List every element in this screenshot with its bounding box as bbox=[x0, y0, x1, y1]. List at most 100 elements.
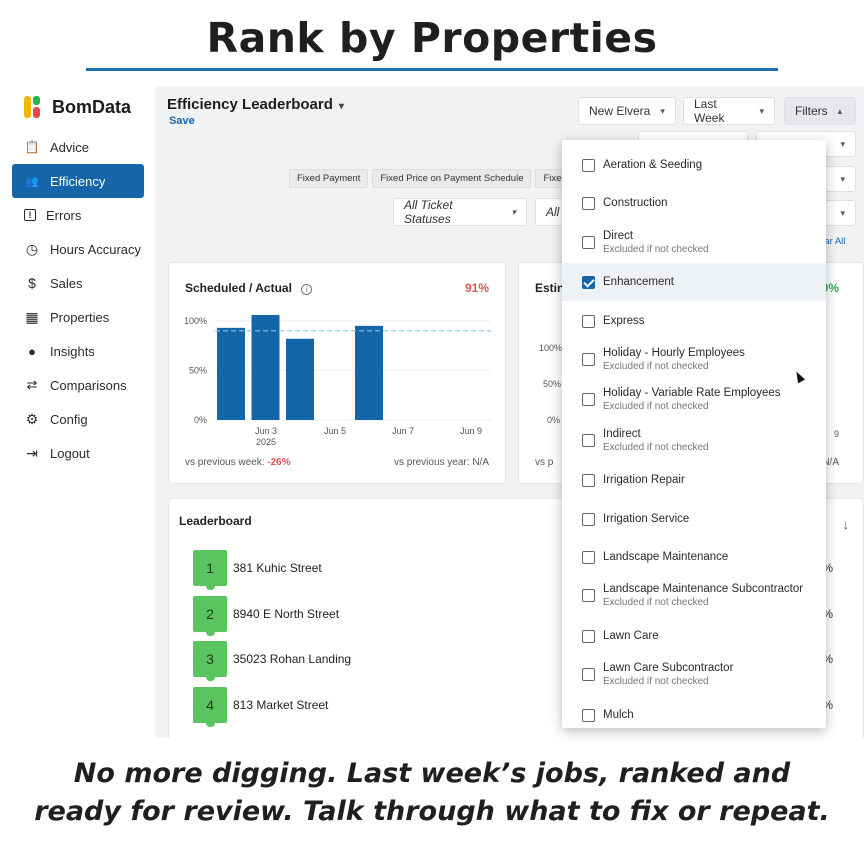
filter-checkbox[interactable] bbox=[582, 629, 595, 643]
promo-caption: No more digging. Last week’s jobs, ranke… bbox=[0, 755, 864, 831]
y-tick-label: 100% bbox=[184, 316, 207, 326]
sidebar-item-properties[interactable]: ▦ Properties bbox=[12, 300, 144, 334]
property-name: 35023 Rohan Landing bbox=[233, 652, 352, 666]
lightbulb-icon: ● bbox=[28, 343, 36, 359]
sidebar-item-label: Advice bbox=[50, 139, 90, 155]
filter-option-text: Aeration & Seeding bbox=[603, 158, 702, 172]
filter-checkbox[interactable] bbox=[582, 393, 595, 407]
sidebar-item-label: Logout bbox=[50, 445, 90, 461]
filter-checkbox[interactable] bbox=[582, 512, 595, 526]
badge-tab-icon bbox=[206, 584, 215, 590]
chevron-down-icon: ▾ bbox=[840, 207, 845, 218]
property-name: 381 Kuhic Street bbox=[233, 561, 322, 575]
payment-chip[interactable]: Fixed Price on Payment Schedule bbox=[372, 169, 532, 188]
filter-checkbox[interactable] bbox=[582, 235, 595, 249]
filter-option[interactable]: Indirect Excluded if not checked bbox=[562, 421, 826, 461]
brand[interactable]: BomData bbox=[24, 96, 131, 118]
period-select-value: Last Week bbox=[694, 97, 725, 125]
rank-badge: 1 bbox=[193, 550, 227, 590]
rank-number: 3 bbox=[206, 651, 214, 667]
leaderboard-title: Leaderboard bbox=[179, 514, 252, 528]
ticket-status-value: All Ticket Statuses bbox=[404, 198, 453, 226]
scheduled-actual-chart: 100% 50% 0% Jun 3 Jun 5 Jun 7 Jun 9 2025 bbox=[184, 314, 491, 447]
filter-checkbox[interactable] bbox=[582, 433, 595, 447]
period-select[interactable]: Last Week ▾ bbox=[683, 97, 775, 125]
filter-checkbox[interactable] bbox=[582, 159, 595, 172]
filter-checkbox[interactable] bbox=[582, 314, 595, 328]
filters-dropdown: Aeration & Seeding Construction Direct Excl… bbox=[562, 140, 826, 728]
branch-select[interactable]: New Elvera ▾ bbox=[578, 97, 676, 125]
page-title-text: Efficiency Leaderboard bbox=[167, 96, 333, 113]
payment-chip[interactable]: Fixed Payment bbox=[289, 169, 369, 188]
filter-checkbox[interactable] bbox=[582, 708, 595, 722]
scheduled-actual-card: Scheduled / Actual i 91% 100% 50% 0% Jun 3 J… bbox=[168, 262, 506, 484]
filter-option[interactable]: Irrigation Service bbox=[562, 500, 826, 538]
filter-option[interactable]: Direct Excluded if not checked bbox=[562, 223, 826, 263]
logo-block-green bbox=[33, 96, 40, 105]
filter-option-text: Indirect Excluded if not checked bbox=[603, 427, 709, 454]
filter-checkbox[interactable] bbox=[582, 668, 595, 682]
filter-option[interactable]: Lawn Care bbox=[562, 617, 826, 655]
filter-option[interactable]: Express bbox=[562, 302, 826, 340]
filter-option[interactable]: Aeration & Seeding bbox=[562, 146, 826, 184]
rank-badge: 2 bbox=[193, 595, 227, 636]
filter-option-label: Lawn Care bbox=[603, 629, 659, 642]
bar-jun-4 bbox=[251, 314, 280, 420]
filter-checkbox[interactable] bbox=[582, 276, 595, 290]
filter-option-text: Holiday - Variable Rate Employees Exclude… bbox=[603, 386, 780, 413]
sidebar-item-sales[interactable]: $ Sales bbox=[12, 266, 144, 300]
filter-option[interactable]: Landscape Maintenance Subcontractor Exclu… bbox=[562, 576, 826, 616]
filter-checkbox[interactable] bbox=[582, 474, 595, 488]
chevron-down-icon: ▾ bbox=[840, 173, 845, 184]
efficiency-badge: 91% bbox=[464, 281, 489, 295]
sidebar-item-config[interactable]: ⚙ Config bbox=[12, 402, 144, 436]
filter-option[interactable]: Lawn Care Subcontractor Excluded if not c… bbox=[562, 655, 826, 695]
filter-option-note: Excluded if not checked bbox=[603, 676, 709, 688]
sidebar-item-logout[interactable]: ⇥ Logout bbox=[12, 436, 144, 470]
vs-previous-week-label: vs previous week: bbox=[185, 457, 265, 468]
filter-option[interactable]: Holiday - Variable Rate Employees Exclude… bbox=[562, 380, 826, 420]
brand-logo-icon bbox=[24, 96, 42, 118]
filter-option[interactable]: Landscape Maintenance bbox=[562, 538, 826, 576]
filter-checkbox[interactable] bbox=[582, 589, 595, 603]
filter-option-label: Express bbox=[603, 314, 645, 327]
bar-jun-5 bbox=[286, 338, 314, 420]
logo-block-red bbox=[33, 107, 40, 118]
chart-title-text: Scheduled / Actual bbox=[185, 281, 292, 295]
brand-name: BomData bbox=[52, 96, 132, 117]
badge-tab-icon bbox=[206, 720, 215, 727]
sidebar-item-hours-accuracy[interactable]: ◷ Hours Accuracy bbox=[12, 232, 144, 266]
sidebar-item-insights[interactable]: ● Insights bbox=[12, 334, 144, 368]
sidebar-item-advice[interactable]: 📋 Advice bbox=[12, 130, 144, 164]
filter-option-label: Irrigation Repair bbox=[603, 474, 685, 487]
rank-badge: 4 bbox=[193, 686, 227, 727]
logo-block-yellow bbox=[24, 96, 31, 118]
filter-option[interactable]: Mulch bbox=[562, 696, 826, 728]
filter-option-note: Excluded if not checked bbox=[603, 243, 709, 255]
filter-option-label: Enhancement bbox=[603, 276, 674, 289]
badge-tab-icon bbox=[206, 629, 215, 636]
year-all-link[interactable]: ear All bbox=[819, 236, 846, 247]
filters-button[interactable]: Filters ▴ bbox=[784, 97, 856, 125]
sort-arrow-icon[interactable]: ↓ bbox=[842, 517, 850, 532]
ticket-status-select[interactable]: All Ticket Statuses ▾ bbox=[393, 198, 527, 226]
rank-number: 1 bbox=[206, 560, 214, 576]
save-link[interactable]: Save bbox=[169, 115, 195, 127]
filter-checkbox[interactable] bbox=[582, 551, 595, 564]
x-tick-label: Jun 3 bbox=[255, 426, 277, 436]
filter-option-label: Holiday - Hourly Employees bbox=[603, 347, 745, 359]
filter-option-label: Landscape Maintenance Subcontractor bbox=[603, 583, 804, 596]
page-title[interactable]: Efficiency Leaderboard ▾ bbox=[167, 96, 344, 113]
sidebar-item-efficiency[interactable]: 👥 Efficiency bbox=[12, 164, 144, 198]
filter-option[interactable]: Construction bbox=[562, 184, 826, 222]
filter-option[interactable]: Holiday - Hourly Employees Excluded if no… bbox=[562, 340, 826, 380]
filter-checkbox[interactable] bbox=[582, 353, 595, 366]
sidebar-item-comparisons[interactable]: ⇄ Comparisons bbox=[12, 368, 144, 402]
filter-option[interactable]: Enhancement bbox=[562, 263, 826, 302]
filter-option[interactable]: Irrigation Repair bbox=[562, 461, 826, 499]
sidebar-item-errors[interactable]: ! Errors bbox=[12, 198, 144, 232]
info-icon[interactable]: i bbox=[301, 284, 313, 295]
filter-checkbox[interactable] bbox=[582, 197, 595, 211]
